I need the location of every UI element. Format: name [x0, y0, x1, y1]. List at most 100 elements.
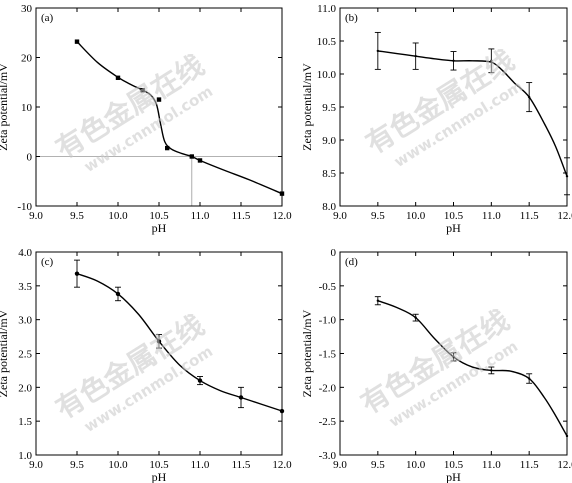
- x-tick-label: 11.0: [191, 459, 210, 471]
- data-point: [279, 191, 285, 196]
- y-tick-label: 9.0: [322, 135, 336, 147]
- x-tick-label: 12.0: [272, 210, 292, 222]
- x-tick-label: 9.5: [371, 459, 385, 471]
- x-tick-label: 10.5: [444, 459, 464, 471]
- series-line: [377, 300, 568, 437]
- x-axis-title: pH: [152, 470, 167, 483]
- series-line: [76, 41, 283, 195]
- x-tick-label: 10.0: [108, 210, 128, 222]
- data-point: [376, 299, 380, 302]
- x-tick-label: 11.5: [232, 210, 251, 222]
- panel-label: (b): [345, 12, 358, 24]
- data-point: [527, 95, 531, 99]
- y-tick-label: -1.0: [319, 315, 337, 327]
- data-point: [414, 316, 417, 319]
- data-point: [565, 175, 569, 178]
- x-tick-label: 10.0: [406, 210, 426, 222]
- data-point: [140, 87, 145, 93]
- x-tick-label: 10.5: [149, 459, 169, 471]
- x-tick-label: 10.0: [406, 459, 426, 471]
- x-tick-label: 9.0: [29, 210, 43, 222]
- y-tick-label: 8.5: [322, 168, 336, 180]
- y-tick-label: 4.0: [18, 247, 32, 259]
- x-tick-label: 12.0: [272, 459, 292, 471]
- x-tick-label: 9.0: [333, 459, 347, 471]
- y-tick-label: 3.0: [18, 315, 32, 327]
- y-tick-label: -3.0: [319, 450, 337, 462]
- y-tick-label: -10: [17, 201, 32, 213]
- y-tick-label: 3.5: [18, 281, 32, 293]
- x-tick-label: 10.5: [149, 210, 169, 222]
- data-point: [197, 378, 203, 383]
- data-point: [197, 158, 203, 163]
- data-point: [238, 395, 244, 400]
- y-tick-label: 1.0: [18, 450, 32, 462]
- x-tick-label: 9.0: [29, 459, 43, 471]
- x-tick-label: 11.5: [520, 459, 539, 471]
- y-tick-label: -0.5: [319, 281, 337, 293]
- data-point: [165, 145, 170, 151]
- data-point: [156, 339, 162, 344]
- y-tick-label: 0: [331, 247, 337, 259]
- y-tick-label: 10.0: [317, 69, 337, 81]
- chart-panel-4: 9.0 9.5 10.0 10.5 11.0 11.5 12.0 0 -0.5 -1.0 -1.5 -…: [300, 247, 572, 483]
- y-tick-label: 2.0: [18, 382, 32, 394]
- x-tick-label: 9.5: [70, 459, 84, 471]
- panel-label: (c): [41, 256, 54, 268]
- x-axis-title: pH: [446, 221, 461, 235]
- y-tick-label: 20: [21, 53, 33, 65]
- data-point: [414, 54, 417, 58]
- data-point: [189, 154, 194, 159]
- y-tick-label: 11.0: [317, 3, 336, 15]
- y-tick-label: 10.5: [317, 36, 337, 48]
- y-tick-label: -1.5: [319, 349, 337, 361]
- y-axis-title: Zeta potential/mV: [300, 309, 314, 397]
- data-point: [156, 97, 162, 102]
- y-tick-label: 10: [21, 102, 33, 114]
- x-tick-label: 11.5: [232, 459, 251, 471]
- y-tick-label: 1.5: [18, 416, 32, 428]
- data-point: [115, 75, 121, 80]
- chart-panel-3: 9.0 9.5 10.0 10.5 11.0 11.5 12.0 1.0 1.5 2.0 2.5 3.…: [0, 247, 292, 483]
- x-tick-label: 11.0: [482, 459, 501, 471]
- data-point: [452, 59, 455, 62]
- x-axis-title: pH: [446, 470, 461, 483]
- data-point: [452, 355, 455, 359]
- y-tick-label: -2.0: [319, 382, 337, 394]
- series-line: [76, 272, 283, 412]
- y-tick-label: -2.5: [319, 416, 337, 428]
- data-point: [279, 408, 285, 414]
- data-point: [490, 59, 493, 62]
- y-axis-title: Zeta potential/mV: [0, 63, 10, 151]
- data-point: [376, 49, 380, 53]
- y-tick-label: 2.5: [18, 349, 32, 361]
- y-axis-title: Zeta potential/mV: [300, 63, 314, 151]
- y-tick-label: 0: [27, 152, 33, 164]
- x-tick-label: 10.0: [108, 459, 128, 471]
- y-tick-label: 9.5: [322, 102, 336, 114]
- chart-panel-2: 9.0 9.5 10.0 10.5 11.0 11.5 12.0 8.0 8.5 9.0 9.5 10…: [300, 3, 572, 235]
- x-tick-label: 12.0: [557, 459, 572, 471]
- x-tick-label: 12.0: [557, 210, 572, 222]
- x-axis-title: pH: [152, 221, 167, 235]
- y-axis-title: Zeta potential/mV: [0, 309, 10, 397]
- x-tick-label: 9.5: [70, 210, 84, 222]
- data-point: [115, 291, 121, 297]
- x-tick-label: 9.5: [371, 210, 385, 222]
- data-point: [527, 377, 531, 380]
- data-point: [490, 369, 493, 372]
- panels-group: 9.0 9.5 10.0 10.5 11.0 11.5 12.0 -10 0 10 20 30 pH Ze…: [0, 3, 572, 483]
- y-tick-label: 8.0: [322, 201, 336, 213]
- y-tick-label: 30: [21, 3, 33, 15]
- x-tick-label: 10.5: [444, 210, 464, 222]
- x-tick-label: 11.5: [520, 210, 539, 222]
- data-point: [565, 434, 569, 438]
- chart-panel-1: 9.0 9.5 10.0 10.5 11.0 11.5 12.0 -10 0 10 20 30 pH Ze…: [0, 3, 292, 235]
- panel-label: (a): [41, 12, 54, 24]
- x-tick-label: 9.0: [333, 210, 347, 222]
